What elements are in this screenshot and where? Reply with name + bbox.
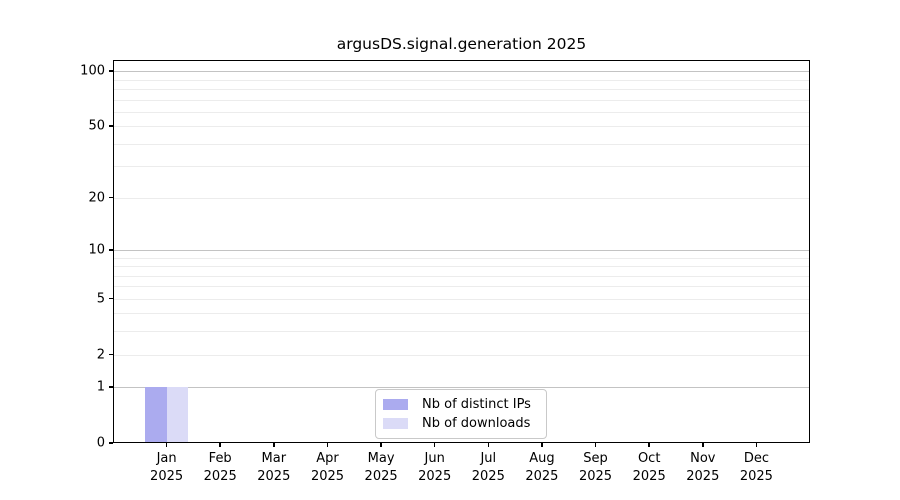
legend: Nb of distinct IPs Nb of downloads <box>375 389 547 439</box>
x-tick-mark <box>755 443 758 447</box>
legend-label-downloads: Nb of downloads <box>422 416 531 431</box>
bar-jan-distinct-ips <box>145 387 167 443</box>
minor-gridline <box>113 79 810 81</box>
minor-gridline <box>113 257 810 259</box>
minor-gridline <box>113 126 810 128</box>
x-tick-mark <box>648 443 650 447</box>
minor-gridline <box>113 275 810 277</box>
y-tick-mark <box>109 442 113 444</box>
minor-gridline <box>113 313 810 315</box>
minor-gridline <box>113 143 810 145</box>
y-tick-mark <box>109 297 113 300</box>
y-tick-label: 10 <box>88 242 105 258</box>
x-tick-label-apr: Apr 2025 <box>310 451 345 484</box>
y-tick-mark <box>109 386 113 388</box>
y-tick-mark <box>109 353 113 356</box>
y-tick-label: 1 <box>96 379 105 395</box>
y-tick-label: 5 <box>96 291 105 307</box>
major-gridline <box>113 71 810 73</box>
legend-swatch-distinct-ips <box>383 399 408 410</box>
x-tick-label-nov: Nov 2025 <box>686 451 720 484</box>
legend-item-distinct-ips: Nb of distinct IPs <box>383 396 531 413</box>
minor-gridline <box>113 286 810 288</box>
minor-gridline <box>113 88 810 90</box>
x-tick-label-may: May 2025 <box>364 451 398 484</box>
x-tick-mark <box>273 443 275 447</box>
x-tick-label-jan: Jan 2025 <box>150 451 184 484</box>
x-tick-label-sep: Sep 2025 <box>578 451 613 484</box>
legend-label-distinct-ips: Nb of distinct IPs <box>422 397 531 412</box>
x-tick-mark <box>165 443 168 447</box>
bar-jan-downloads <box>166 387 188 443</box>
y-tick-label: 0 <box>96 435 105 451</box>
x-tick-mark <box>702 443 704 447</box>
y-tick-mark <box>109 196 113 199</box>
x-tick-label-jul: Jul 2025 <box>471 451 505 484</box>
x-tick-mark <box>219 443 221 447</box>
x-tick-mark <box>541 443 543 447</box>
plot-area: 0 1 2 5 10 20 50 100 Jan 2025 Feb 2025 Mar 2025 Apr 20… <box>80 60 810 484</box>
y-tick-mark <box>109 125 113 127</box>
x-tick-label-feb: Feb 2025 <box>203 451 237 484</box>
legend-swatch-downloads <box>383 418 408 429</box>
minor-gridline <box>113 111 810 113</box>
x-tick-label-jun: Jun 2025 <box>418 451 452 484</box>
chart-title: argusDS.signal.generation 2025 <box>336 35 587 53</box>
minor-gridline <box>113 354 810 356</box>
y-tick-label: 20 <box>88 190 105 206</box>
x-tick-label-mar: Mar 2025 <box>257 451 291 484</box>
x-tick-mark <box>380 443 382 447</box>
y-tick-label: 100 <box>80 63 105 79</box>
minor-gridline <box>113 197 810 199</box>
minor-gridline <box>113 99 810 101</box>
y-tick-label: 2 <box>96 347 105 362</box>
x-tick-mark <box>326 443 329 447</box>
x-tick-label-dec: Dec 2025 <box>739 451 773 484</box>
axes-frame <box>113 60 810 443</box>
minor-gridline <box>113 266 810 267</box>
x-tick-mark <box>433 443 436 447</box>
legend-item-downloads: Nb of downloads <box>383 415 531 432</box>
y-tick-mark <box>109 249 113 251</box>
minor-gridline <box>113 166 810 168</box>
major-gridline <box>113 387 810 389</box>
minor-gridline <box>113 298 810 300</box>
x-tick-label-oct: Oct 2025 <box>632 451 666 484</box>
x-tick-label-aug: Aug 2025 <box>525 451 559 484</box>
y-tick-label: 50 <box>88 118 105 134</box>
x-tick-mark <box>487 443 490 447</box>
major-gridline <box>113 249 810 251</box>
y-tick-mark <box>109 70 113 72</box>
x-tick-mark <box>594 443 597 447</box>
minor-gridline <box>113 331 810 333</box>
